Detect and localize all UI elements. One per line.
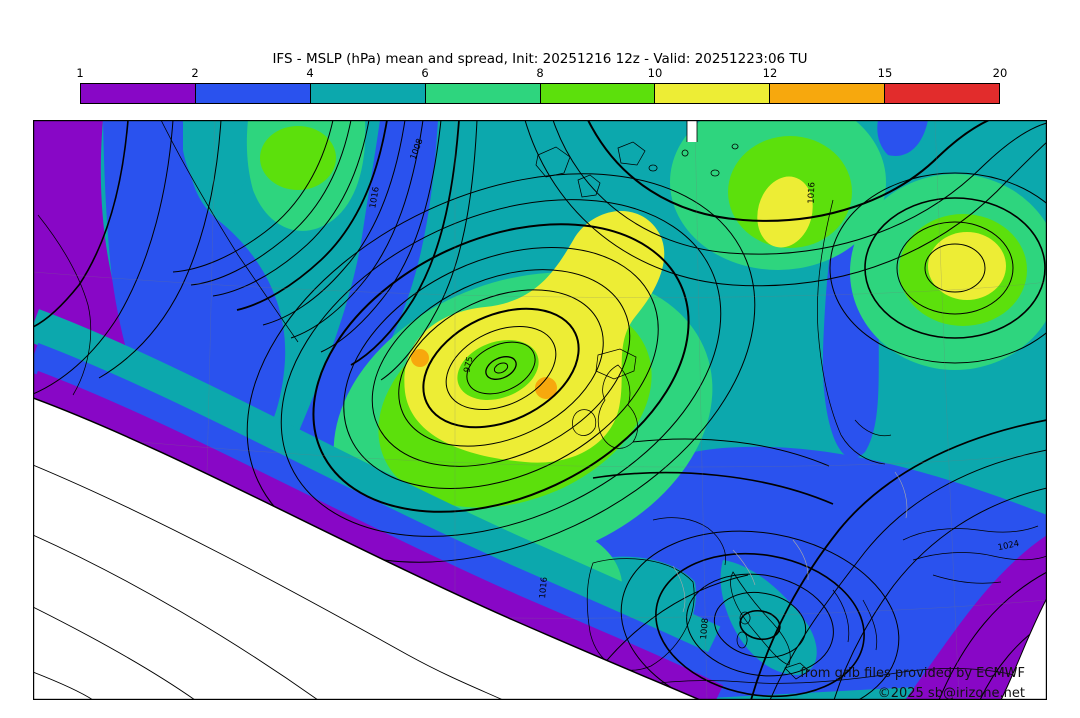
colorbar-tick: 1	[76, 66, 84, 80]
colorbar-segment	[769, 84, 885, 103]
contour-labels: 975 1008 1016 1016 1016 1008 1024	[368, 137, 1020, 640]
colorbar-bar	[80, 83, 1000, 104]
colorbar-tick: 2	[191, 66, 199, 80]
contour-label: 1016	[807, 182, 818, 204]
map-domain-edge	[33, 120, 1047, 700]
colorbar-segment	[654, 84, 770, 103]
colorbar-segment	[539, 84, 655, 103]
colorbar-segment	[309, 84, 425, 103]
contour-label: 1016	[368, 186, 382, 209]
colorbar-tick: 12	[762, 66, 778, 80]
colorbar: 1 2 4 6 8 10 12 15 20	[76, 66, 1007, 104]
contour-label: 1008	[699, 618, 711, 640]
colorbar-segment	[194, 84, 310, 103]
attribution-source: from grib files provided by ECMWF	[800, 666, 1025, 681]
page-title: IFS - MSLP (hPa) mean and spread, Init: …	[272, 51, 808, 67]
colorbar-tick: 4	[306, 66, 314, 80]
contour-label: 975	[462, 356, 475, 374]
colorbar-segment	[424, 84, 540, 103]
contour-label: 1024	[997, 539, 1020, 553]
colorbar-tick: 20	[992, 66, 1008, 80]
colorbar-ticks: 1 2 4 6 8 10 12 15 20	[76, 66, 1007, 82]
colorbar-segment	[884, 84, 999, 103]
colorbar-tick: 10	[647, 66, 663, 80]
outside-domain-wedge	[33, 398, 700, 700]
top-edge-notch	[687, 120, 697, 142]
colorbar-segment	[81, 84, 195, 103]
map-border	[33, 120, 1047, 700]
map-area: 975 1008 1016 1016 1016 1008 1024 from g…	[33, 120, 1047, 701]
weather-map: 975 1008 1016 1016 1016 1008 1024	[33, 120, 1047, 700]
colorbar-tick: 15	[877, 66, 893, 80]
mslp-contour-lines	[33, 120, 1047, 700]
attribution-copyright: ©2025 sb@irizone.net	[877, 686, 1025, 701]
colorbar-tick: 6	[421, 66, 429, 80]
contour-label: 1016	[538, 577, 550, 599]
colorbar-tick: 8	[536, 66, 544, 80]
